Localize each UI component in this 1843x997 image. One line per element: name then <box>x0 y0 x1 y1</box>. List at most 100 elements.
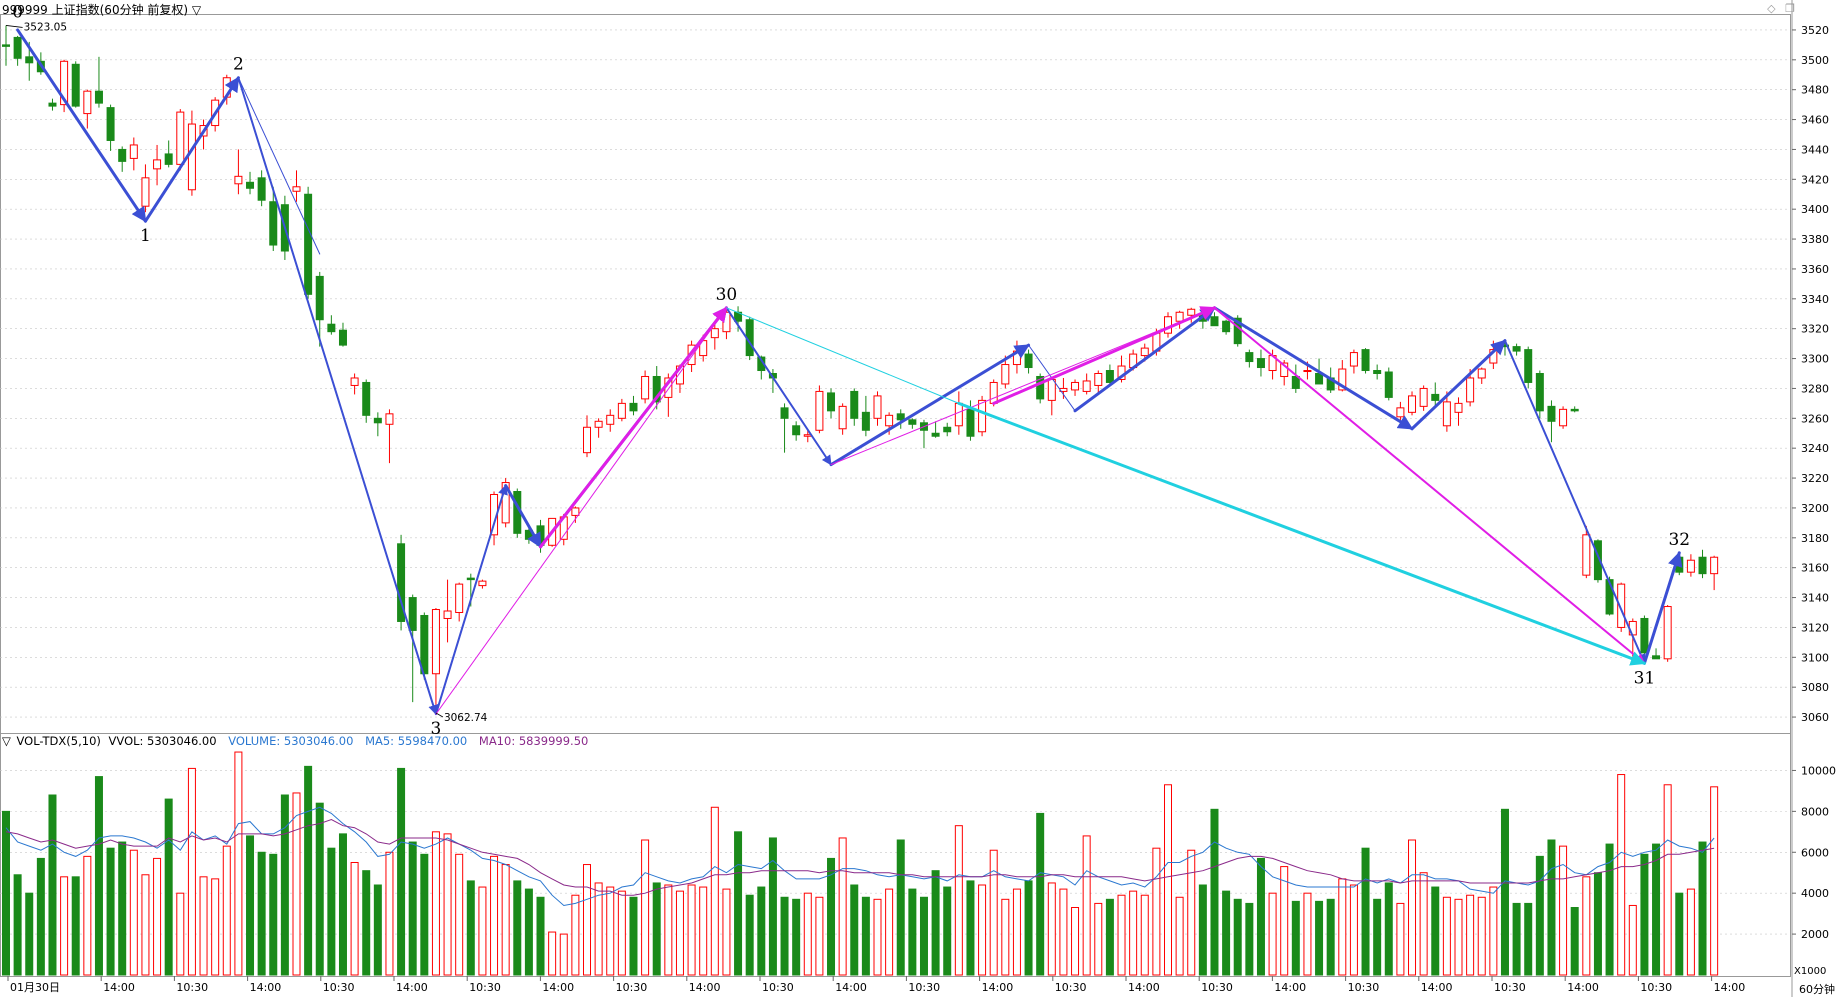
candle-body[interactable] <box>792 425 801 436</box>
volume-bar[interactable] <box>1117 894 1126 976</box>
volume-bar[interactable] <box>83 855 92 976</box>
candle-body[interactable] <box>60 60 69 106</box>
volume-bar[interactable] <box>176 892 185 976</box>
volume-bar[interactable] <box>1105 898 1114 976</box>
volume-bar[interactable] <box>211 878 220 976</box>
volume-bar[interactable] <box>1094 902 1103 976</box>
candle-body[interactable] <box>48 102 57 107</box>
candle-body[interactable] <box>257 177 266 201</box>
volume-bar[interactable] <box>1071 907 1080 976</box>
candle-body[interactable] <box>71 63 80 107</box>
volume-bar[interactable] <box>455 853 464 976</box>
volume-bar[interactable] <box>1012 888 1021 976</box>
candle-body[interactable] <box>338 329 347 346</box>
volume-bar[interactable] <box>1640 853 1649 976</box>
volume-bar[interactable] <box>1303 892 1312 976</box>
volume-bar[interactable] <box>71 876 80 976</box>
volume-bar[interactable] <box>675 890 684 976</box>
candle-body[interactable] <box>327 323 336 333</box>
volume-bar[interactable] <box>129 849 138 976</box>
candle-body[interactable] <box>1105 370 1114 383</box>
candle-body[interactable] <box>187 123 196 191</box>
volume-bar[interactable] <box>838 837 847 976</box>
candle-body[interactable] <box>1280 362 1289 377</box>
volume-bar[interactable] <box>1245 902 1254 976</box>
volume-bar[interactable] <box>641 839 650 976</box>
candle-body[interactable] <box>652 375 661 403</box>
candle-body[interactable] <box>1663 606 1672 660</box>
volume-bar[interactable] <box>1210 808 1219 976</box>
volume-bar[interactable] <box>1489 886 1498 976</box>
candle-body[interactable] <box>246 181 255 189</box>
volume-bar[interactable] <box>1291 900 1300 976</box>
candle-body[interactable] <box>25 56 34 64</box>
volume-bar[interactable] <box>966 880 975 976</box>
candle-body[interactable] <box>1477 368 1486 379</box>
volume-bar[interactable] <box>1280 866 1289 976</box>
volume-bar[interactable] <box>606 886 615 976</box>
candle-body[interactable] <box>1582 534 1591 576</box>
candle-body[interactable] <box>1001 364 1010 385</box>
candle-body[interactable] <box>896 413 905 421</box>
candle-body[interactable] <box>1454 402 1463 413</box>
volume-bar[interactable] <box>397 767 406 976</box>
volume-bar[interactable] <box>1431 886 1440 976</box>
volume-bar[interactable] <box>1082 835 1091 976</box>
volume-bar[interactable] <box>246 835 255 976</box>
volume-bar[interactable] <box>13 874 22 976</box>
candle-body[interactable] <box>94 90 103 104</box>
volume-bar[interactable] <box>304 765 313 976</box>
volume-bar[interactable] <box>1500 808 1509 976</box>
volume-bar[interactable] <box>1698 841 1707 976</box>
volume-bar[interactable] <box>583 864 591 976</box>
candle-body[interactable] <box>1222 320 1231 333</box>
volume-bar[interactable] <box>106 847 115 976</box>
volume-bar[interactable] <box>571 894 580 976</box>
candle-body[interactable] <box>501 482 510 524</box>
volume-bar[interactable] <box>1396 902 1405 976</box>
candle-body[interactable] <box>1140 347 1149 357</box>
candle-body[interactable] <box>780 407 789 419</box>
candle-body[interactable] <box>815 390 824 431</box>
candle-body[interactable] <box>1245 352 1254 363</box>
candle-body[interactable] <box>629 402 638 412</box>
volume-bar[interactable] <box>1454 898 1463 976</box>
volume-bar[interactable] <box>722 888 731 976</box>
volume-bar[interactable] <box>1326 898 1335 976</box>
candle-body[interactable] <box>1593 540 1602 581</box>
candle-body[interactable] <box>1175 311 1184 322</box>
volume-bar[interactable] <box>896 839 905 976</box>
volume-bar[interactable] <box>1652 843 1661 976</box>
candle-body[interactable] <box>1036 375 1045 400</box>
volume-bar[interactable] <box>629 896 638 976</box>
volume-bar[interactable] <box>954 825 963 976</box>
volume-bar[interactable] <box>1628 904 1637 976</box>
volume-bar[interactable] <box>1675 892 1684 976</box>
volume-bar[interactable] <box>652 882 661 976</box>
candle-body[interactable] <box>861 411 870 431</box>
volume-bar[interactable] <box>885 888 894 976</box>
volume-bar[interactable] <box>443 833 452 976</box>
volume-bar[interactable] <box>850 884 859 976</box>
candle-body[interactable] <box>954 402 963 427</box>
volume-bar[interactable] <box>1605 843 1614 976</box>
volume-bar[interactable] <box>617 890 626 976</box>
volume-bar[interactable] <box>1024 880 1033 976</box>
volume-bar[interactable] <box>1408 839 1417 976</box>
candle-body[interactable] <box>1047 378 1056 401</box>
volume-bar[interactable] <box>1315 900 1324 976</box>
candle-body[interactable] <box>1535 373 1544 412</box>
candle-body[interactable] <box>1617 583 1626 628</box>
volume-bar[interactable] <box>350 862 359 976</box>
volume-bar[interactable] <box>1198 884 1207 976</box>
candle-body[interactable] <box>431 609 440 675</box>
volume-bar[interactable] <box>548 931 557 976</box>
candle-body[interactable] <box>641 375 650 400</box>
volume-bar[interactable] <box>1419 872 1428 976</box>
volume-bar[interactable] <box>2 810 10 976</box>
volume-bar[interactable] <box>60 876 69 976</box>
candle-body[interactable] <box>304 193 313 295</box>
volume-bar[interactable] <box>908 888 917 976</box>
volume-bar[interactable] <box>780 896 789 976</box>
